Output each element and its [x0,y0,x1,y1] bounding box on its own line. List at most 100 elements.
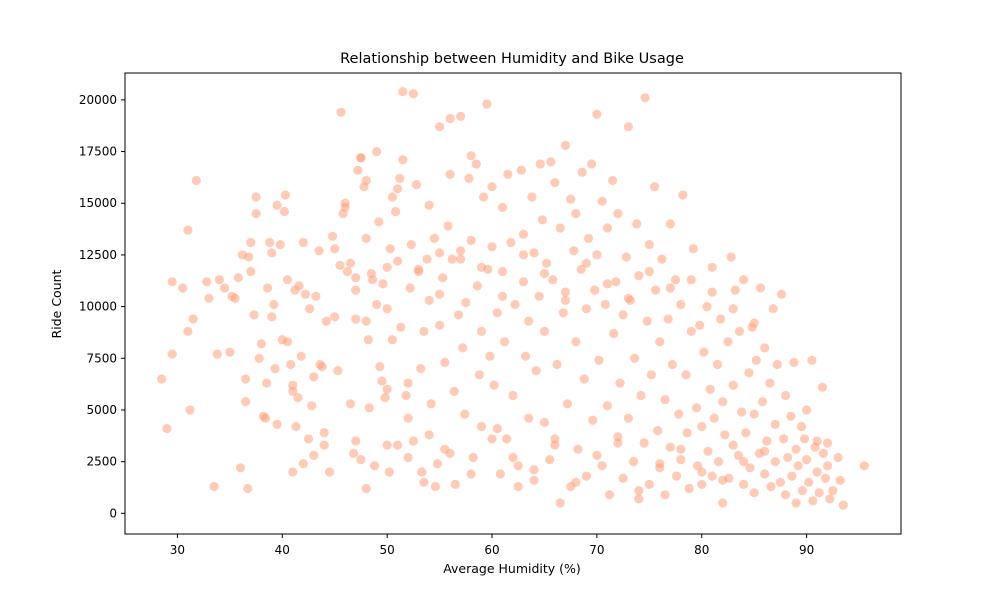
data-point [214,275,224,285]
data-point [835,475,845,485]
data-point [349,448,359,458]
data-point [424,295,434,305]
data-point [807,355,817,365]
data-point [588,415,598,425]
data-point [506,237,516,248]
data-point [524,316,534,326]
data-point [212,349,222,359]
points-layer [157,87,869,510]
data-point [408,436,418,446]
data-point [825,494,835,504]
data-point [489,380,499,390]
data-point [279,206,289,217]
data-point [546,157,556,167]
data-point [370,461,380,471]
data-point [391,206,401,217]
data-point [634,271,644,281]
data-point [602,279,613,289]
data-point [786,411,796,421]
data-point [744,368,754,378]
data-point [342,266,352,277]
data-point [461,297,471,308]
data-point [445,169,455,179]
data-point [241,374,251,384]
data-point [539,268,550,279]
data-point [569,246,579,256]
data-point [372,299,382,310]
data-point [634,494,644,504]
data-point [267,312,277,322]
data-point [497,291,508,301]
data-point [263,283,273,293]
data-point [529,248,539,258]
data-point [401,390,411,401]
data-point [560,287,571,297]
data-point [657,254,667,264]
data-point [621,252,631,262]
data-point [587,159,597,169]
data-point [814,488,824,498]
data-point [762,436,772,446]
data-point [728,304,738,314]
data-point [787,471,797,481]
data-point [361,316,371,326]
data-point [765,378,775,388]
data-point [403,378,413,388]
data-point [660,490,670,500]
x-axis-label: Average Humidity (%) [443,561,581,576]
data-point [209,481,219,492]
data-point [356,455,366,465]
data-point [802,405,812,415]
data-point [804,477,814,487]
data-point [548,275,558,285]
data-point [380,393,390,403]
data-point [571,209,581,219]
data-point [260,413,271,423]
data-point [246,266,256,277]
y-tick-label: 2500 [86,455,117,469]
data-point [405,283,415,293]
data-point [476,326,487,336]
data-point [676,444,686,454]
data-point [697,479,707,489]
data-point [382,304,392,314]
data-point [385,244,395,254]
data-point [838,500,848,510]
data-point [460,409,470,419]
data-point [233,273,243,283]
data-point [468,452,478,463]
data-point [398,87,408,97]
data-point [579,374,589,384]
data-point [438,273,448,283]
data-point [305,304,315,314]
data-point [597,461,607,471]
data-point [243,483,253,494]
data-point [592,250,602,260]
data-point [745,463,755,473]
data-point [665,442,675,452]
data-point [393,256,403,266]
data-point [755,283,766,293]
data-point [770,419,780,429]
data-point [456,254,466,264]
data-point [529,465,539,475]
data-point [639,438,649,448]
data-point [414,264,424,274]
data-point [382,384,392,394]
data-point [609,328,619,339]
data-point [688,244,699,254]
data-point [560,295,571,305]
data-point [524,413,534,423]
data-point [713,457,724,467]
data-point [294,281,304,291]
data-point [453,310,464,320]
data-point [487,182,497,192]
data-point [573,444,583,454]
data-point [364,403,374,413]
data-point [600,299,610,310]
data-point [246,237,256,248]
data-point [818,448,829,458]
data-point [202,277,212,287]
data-point [230,293,240,303]
data-point [487,242,497,252]
